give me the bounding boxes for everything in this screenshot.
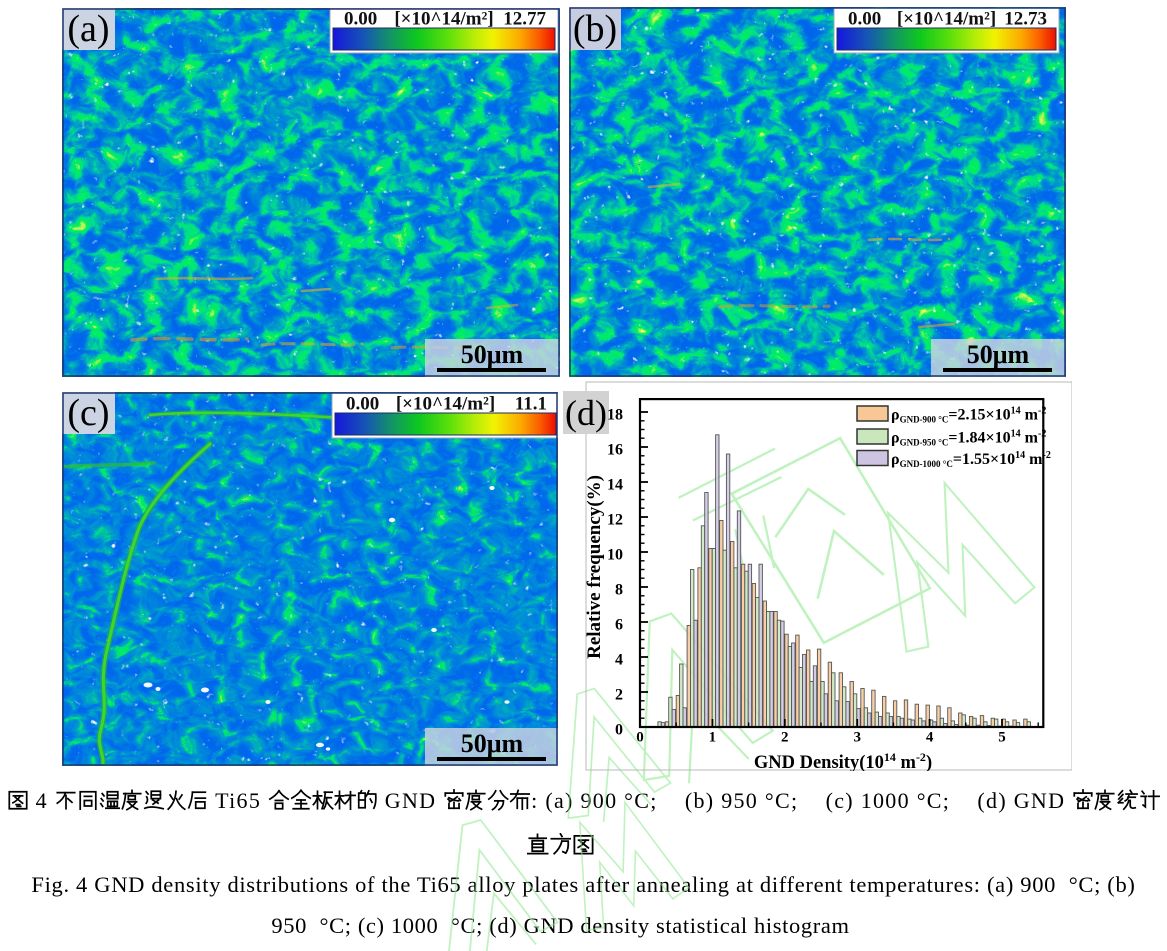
svg-text:2: 2 xyxy=(781,730,789,746)
svg-text:[×10^14/m²]: [×10^14/m²] xyxy=(394,9,493,30)
svg-text:4: 4 xyxy=(926,730,934,746)
svg-text:(d): (d) xyxy=(565,393,607,433)
svg-text:50μm: 50μm xyxy=(461,729,524,758)
svg-text:ρGND-950 °C=1.84×1014 m-2: ρGND-950 °C=1.84×1014 m-2 xyxy=(891,429,1046,448)
svg-text:4: 4 xyxy=(615,652,623,669)
svg-text:8: 8 xyxy=(615,582,623,599)
svg-text:(c): (c) xyxy=(67,392,109,434)
svg-text:(b): (b) xyxy=(573,8,617,50)
svg-text:12.73: 12.73 xyxy=(1004,9,1047,30)
svg-text:18: 18 xyxy=(607,407,623,424)
svg-text:[×10^14/m²]: [×10^14/m²] xyxy=(897,9,996,30)
svg-text:GND Density(1014 m-2): GND Density(1014 m-2) xyxy=(754,750,932,771)
svg-text:16: 16 xyxy=(607,442,623,459)
svg-text:50μm: 50μm xyxy=(461,340,524,369)
svg-text:ρGND-1000 °C=1.55×1014 m-2: ρGND-1000 °C=1.55×1014 m-2 xyxy=(891,450,1051,469)
svg-text:6: 6 xyxy=(615,617,623,634)
svg-text:2: 2 xyxy=(615,687,623,704)
svg-text:0.00: 0.00 xyxy=(344,9,377,30)
svg-text:0.00: 0.00 xyxy=(346,394,379,415)
svg-text:12.77: 12.77 xyxy=(503,9,546,30)
svg-text:3: 3 xyxy=(853,730,861,746)
svg-text:[×10^14/m²]: [×10^14/m²] xyxy=(396,394,495,415)
svg-text:(a): (a) xyxy=(67,8,109,50)
svg-text:50μm: 50μm xyxy=(967,340,1030,369)
svg-text:14: 14 xyxy=(607,477,623,494)
svg-text:12: 12 xyxy=(607,512,623,529)
svg-text:0.00: 0.00 xyxy=(848,9,881,30)
svg-text:1: 1 xyxy=(709,730,717,746)
svg-text:0: 0 xyxy=(615,722,623,739)
svg-text:10: 10 xyxy=(607,547,623,564)
svg-text:5: 5 xyxy=(998,730,1006,746)
svg-text:0: 0 xyxy=(636,730,644,746)
svg-text:11.1: 11.1 xyxy=(515,394,547,415)
svg-text:Relative frequency(%): Relative frequency(%) xyxy=(584,475,605,659)
svg-text:ρGND-900 °C=2.15×1014 m-2: ρGND-900 °C=2.15×1014 m-2 xyxy=(891,406,1046,425)
